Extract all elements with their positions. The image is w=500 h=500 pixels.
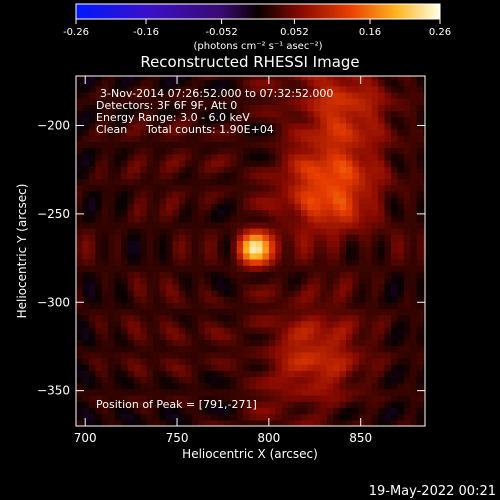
annotation-clean: Clean bbox=[96, 123, 127, 136]
heatmap-image bbox=[76, 76, 425, 426]
annotation-energy: Energy Range: 3.0 - 6.0 keV bbox=[96, 111, 250, 124]
annotation-counts: Total counts: 1.90E+04 bbox=[145, 123, 274, 136]
peak-position-label: Position of Peak = [791,-271] bbox=[96, 398, 257, 411]
colorbar-tick-label: 0.052 bbox=[280, 27, 309, 38]
annotation-time: 3-Nov-2014 07:26:52.000 to 07:32:52.000 bbox=[100, 87, 333, 100]
plot-frame bbox=[75, 75, 426, 427]
footer-date: 19-May-2022 00:21 bbox=[369, 484, 496, 499]
x-axis-ticks: 700 750 800 850 bbox=[74, 76, 372, 445]
y-tick-label: −350 bbox=[37, 384, 70, 398]
colorbar-tick-label: 0.16 bbox=[359, 27, 381, 38]
chart-title: Reconstructed RHESSI Image bbox=[140, 53, 359, 71]
y-tick-label: −200 bbox=[37, 118, 70, 132]
annotation-detectors: Detectors: 3F 6F 9F, Att 0 bbox=[96, 99, 237, 112]
colorbar bbox=[75, 3, 441, 20]
x-axis-label: Heliocentric X (arcsec) bbox=[182, 447, 318, 461]
y-tick-label: −300 bbox=[37, 295, 70, 309]
y-tick-label: −250 bbox=[37, 207, 70, 221]
colorbar-tick-label: -0.052 bbox=[205, 27, 237, 38]
colorbar-tick-label: 0.26 bbox=[429, 27, 451, 38]
colorbar-units: (photons cm⁻² s⁻¹ asec⁻²) bbox=[193, 41, 322, 52]
x-tick-label: 750 bbox=[166, 431, 189, 445]
x-tick-label: 700 bbox=[74, 431, 97, 445]
x-tick-label: 850 bbox=[349, 431, 372, 445]
colorbar-ticks: -0.26 -0.16 -0.052 0.052 0.16 0.26 bbox=[63, 19, 451, 38]
y-axis-label: Heliocentric Y (arcsec) bbox=[15, 184, 29, 319]
colorbar-tick-label: -0.26 bbox=[63, 27, 89, 38]
colorbar-tick-label: -0.16 bbox=[133, 27, 159, 38]
x-tick-label: 800 bbox=[257, 431, 280, 445]
y-axis-ticks: −200 −250 −300 −350 bbox=[37, 118, 425, 398]
